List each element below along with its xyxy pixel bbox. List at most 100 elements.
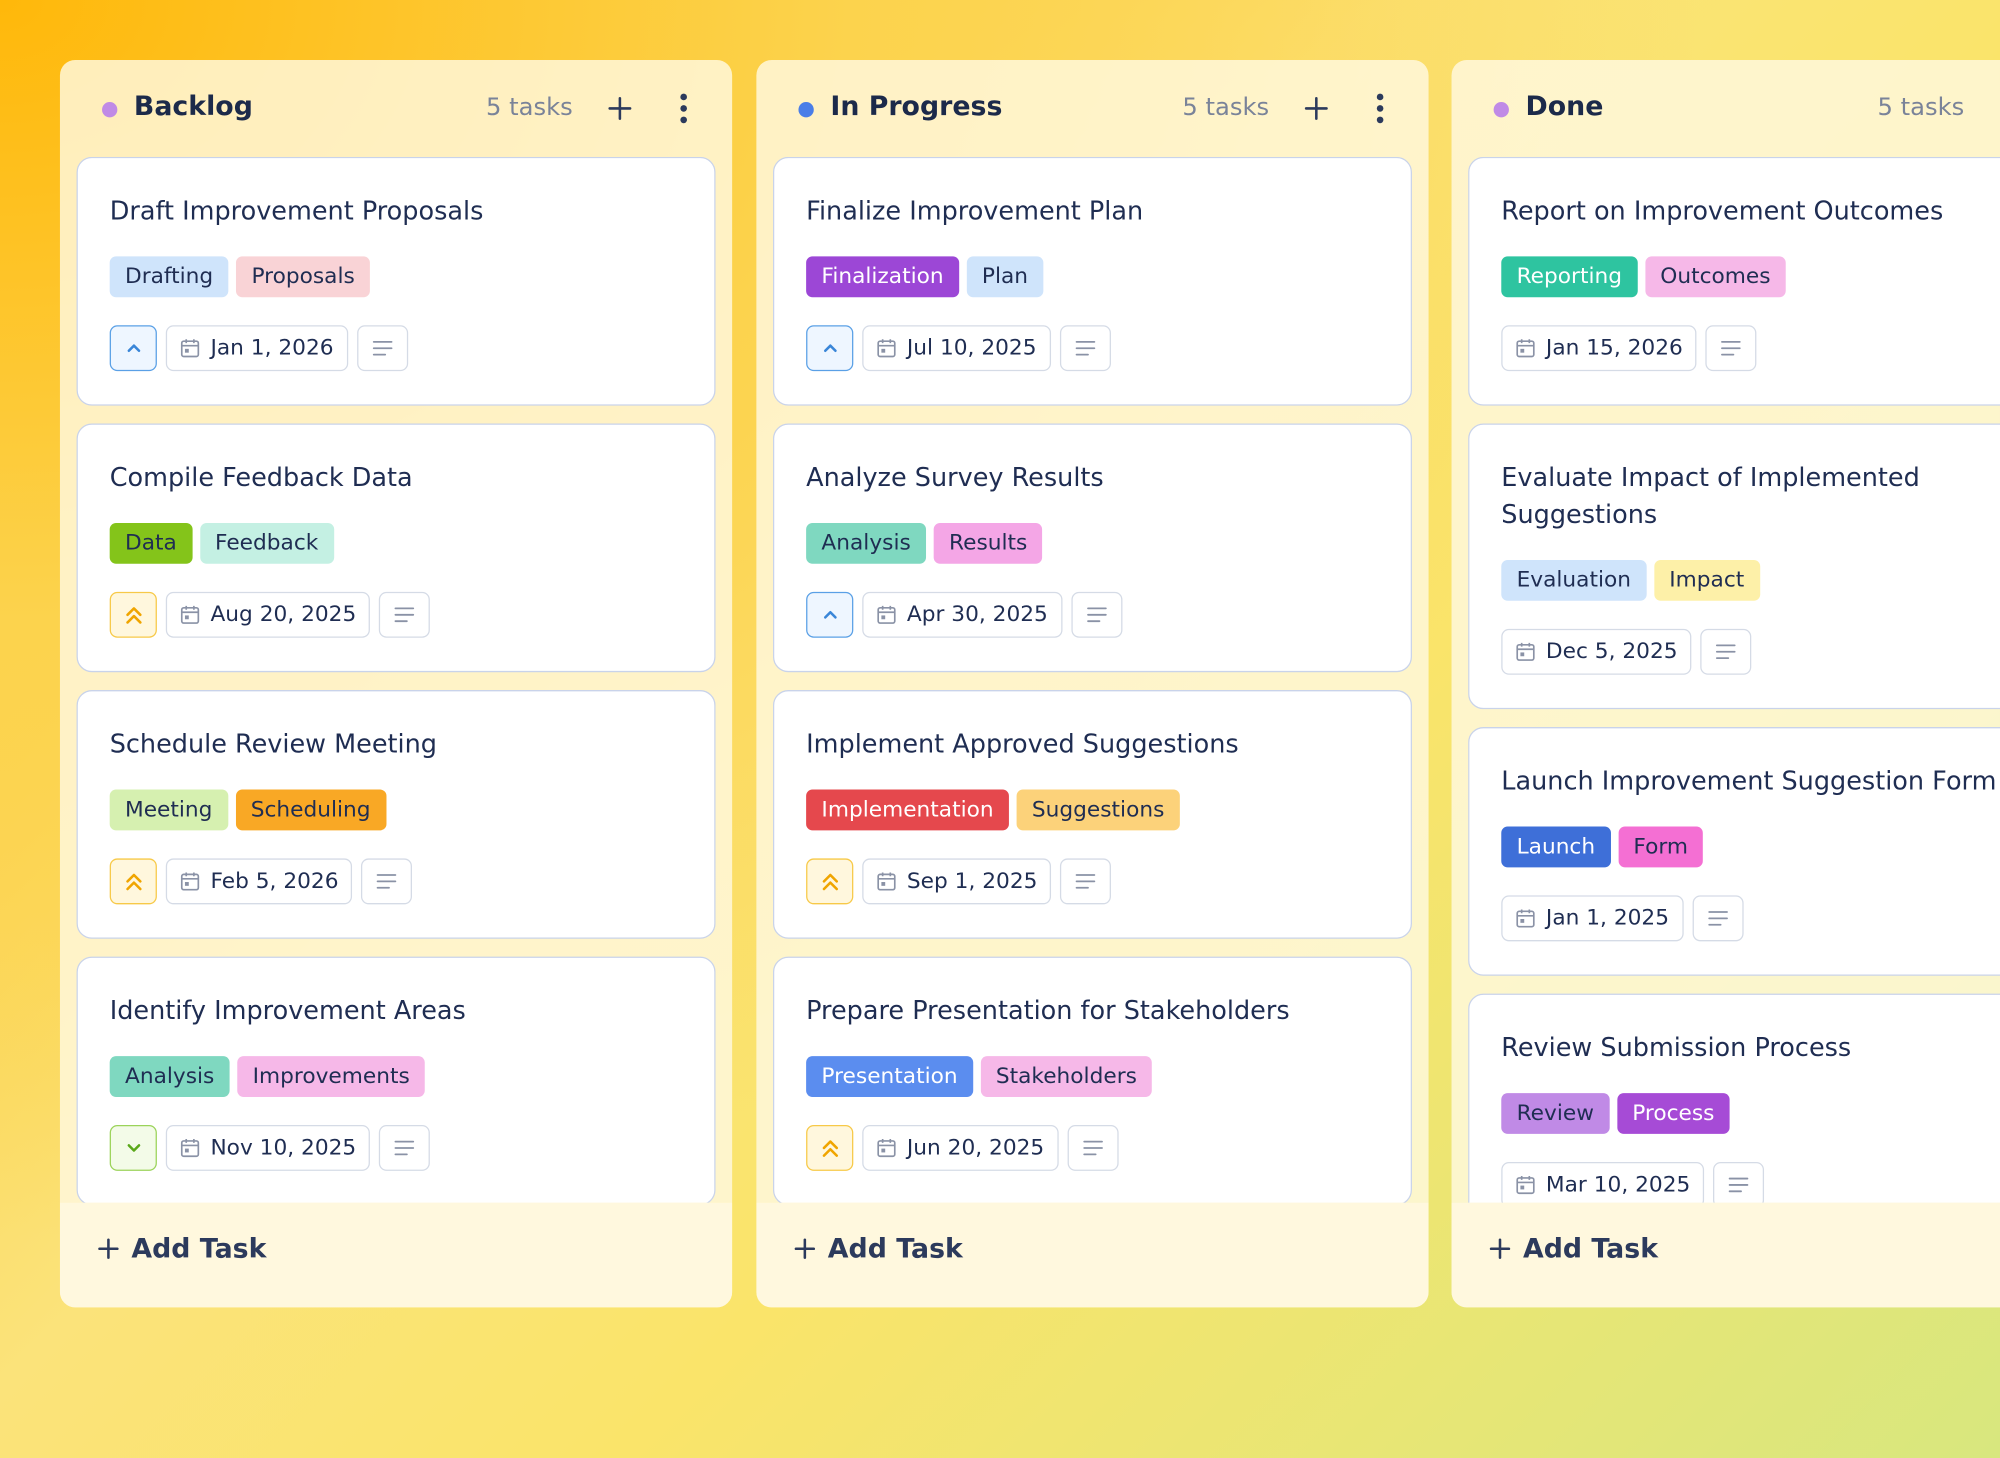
notes-button[interactable] — [1067, 1124, 1119, 1171]
priority-icon — [806, 591, 854, 638]
date-text: Sep 1, 2025 — [906, 868, 1038, 895]
due-date: Dec 5, 2025 — [1501, 628, 1692, 675]
task-title: Evaluate Impact of Implemented Suggestio… — [1501, 461, 1920, 530]
task-card[interactable]: Prepare Presentation for Stakeholders Pre… — [772, 956, 1412, 1203]
add-task-button[interactable]: Add Task — [1487, 1233, 1658, 1264]
card-meta: Mar 10, 2025 — [1501, 1161, 2000, 1203]
task-card[interactable]: Implement Approved Suggestions Implementa… — [772, 690, 1412, 939]
add-task-button[interactable]: Add Task — [792, 1233, 963, 1264]
tag: Process — [1616, 1093, 1730, 1134]
card-list: Report on Improvement Outcomes Reporting O… — [1468, 156, 2000, 1203]
tag: Stakeholders — [980, 1056, 1153, 1097]
task-card[interactable]: Compile Feedback Data Data Feedback Aug 20,… — [76, 423, 716, 673]
task-card[interactable]: Draft Improvement Proposals Drafting Propo… — [76, 156, 716, 406]
calendar-icon — [876, 605, 896, 625]
calendar-icon — [1515, 908, 1535, 928]
card-list: Finalize Improvement Plan Finalization Pla… — [772, 156, 1412, 1203]
task-card[interactable]: Analyze Survey Results Analysis Results Apr… — [772, 423, 1412, 673]
task-card[interactable]: Evaluate Impact of Implemented Suggestio… — [1468, 423, 2000, 710]
notes-button[interactable] — [356, 325, 408, 372]
tag-list: Implementation Suggestions — [806, 789, 1379, 831]
task-card[interactable]: Review Submission Process Review Process Ma… — [1468, 993, 2000, 1203]
notes-button[interactable] — [379, 1124, 431, 1171]
task-title: Review Submission Process — [1501, 1031, 1852, 1063]
task-card[interactable]: Schedule Review Meeting Meeting Scheduling… — [76, 690, 716, 939]
card-meta: Apr 30, 2025 — [806, 591, 1379, 638]
notes-button[interactable] — [1691, 895, 1743, 942]
tag-list: Review Process — [1501, 1093, 2000, 1134]
menu-button[interactable] — [1360, 88, 1401, 129]
card-meta: Jan 1, 2026 — [109, 325, 683, 372]
tag: Implementation — [806, 789, 1009, 831]
tag-list: Evaluation Impact — [1501, 559, 2000, 601]
due-date: Apr 30, 2025 — [862, 591, 1062, 638]
notes-button[interactable] — [1060, 858, 1112, 905]
notes-button[interactable] — [361, 858, 413, 905]
due-date: Mar 10, 2025 — [1501, 1161, 1705, 1203]
due-date: Jan 1, 2026 — [165, 325, 348, 372]
status-dot — [102, 102, 118, 118]
card-meta: Sep 1, 2025 — [806, 858, 1379, 905]
due-date: Sep 1, 2025 — [862, 858, 1052, 905]
calendar-icon — [876, 1138, 896, 1158]
card-meta: Jul 10, 2025 — [806, 325, 1379, 372]
notes-button[interactable] — [1713, 1161, 1765, 1203]
tag: Feedback — [199, 522, 334, 564]
tag: Drafting — [109, 256, 229, 298]
date-text: Aug 20, 2025 — [210, 602, 357, 628]
priority-icon — [806, 1124, 854, 1171]
column: Backlog 5 tasks Draft Improvement Proposal… — [59, 59, 733, 1308]
date-text: Jan 1, 2026 — [210, 335, 334, 361]
notes-button[interactable] — [379, 591, 431, 638]
tag: Launch — [1501, 826, 1611, 868]
menu-button[interactable] — [663, 88, 704, 129]
priority-icon — [109, 1124, 157, 1171]
tag: Outcomes — [1644, 256, 1786, 298]
date-text: Nov 10, 2025 — [210, 1135, 357, 1161]
notes-button[interactable] — [1700, 628, 1752, 675]
tag: Improvements — [237, 1056, 426, 1097]
card-meta: Jan 1, 2025 — [1501, 895, 2000, 942]
tag: Meeting — [109, 789, 228, 831]
date-text: Jun 20, 2025 — [906, 1135, 1045, 1161]
calendar-icon — [1515, 1175, 1535, 1195]
tag: Analysis — [806, 522, 927, 564]
calendar-icon — [180, 338, 200, 358]
task-card[interactable]: Launch Improvement Suggestion Form Launch… — [1468, 727, 2000, 976]
task-card[interactable]: Report on Improvement Outcomes Reporting O… — [1468, 156, 2000, 406]
column-name: In Progress — [830, 90, 1003, 122]
column-footer: Add Task — [59, 1202, 733, 1308]
add-task-button[interactable]: Add Task — [96, 1233, 267, 1264]
calendar-icon — [180, 1138, 200, 1158]
tag: Plan — [966, 256, 1044, 298]
task-card[interactable]: Finalize Improvement Plan Finalization Pla… — [772, 156, 1412, 406]
notes-button[interactable] — [1070, 591, 1122, 638]
tag: Reporting — [1501, 256, 1638, 298]
column-footer: Add Task — [1451, 1202, 2000, 1308]
column-header: Done 5 tasks — [1452, 60, 2000, 157]
plus-icon — [1487, 1236, 1513, 1262]
card-meta: Jun 20, 2025 — [806, 1124, 1379, 1171]
task-count: 5 tasks — [1877, 93, 1965, 122]
tag: Suggestions — [1016, 789, 1180, 831]
column-name: Done — [1525, 90, 1604, 122]
task-card[interactable]: Identify Improvement Areas Analysis Improv… — [76, 956, 716, 1203]
due-date: Jul 10, 2025 — [862, 325, 1051, 372]
add-button[interactable] — [1296, 88, 1337, 129]
notes-button[interactable] — [1059, 325, 1111, 372]
card-meta: Nov 10, 2025 — [109, 1124, 683, 1171]
plus-icon — [96, 1236, 122, 1262]
card-meta: Jan 15, 2026 — [1501, 325, 2000, 372]
add-task-label: Add Task — [827, 1233, 963, 1265]
calendar-icon — [1515, 642, 1535, 662]
tag-list: Finalization Plan — [806, 256, 1379, 298]
notes-button[interactable] — [1705, 325, 1757, 372]
task-title: Schedule Review Meeting — [109, 728, 438, 759]
task-count: 5 tasks — [1182, 93, 1270, 122]
add-button[interactable] — [599, 88, 640, 129]
add-button[interactable] — [1991, 88, 2000, 129]
tag-list: Analysis Improvements — [109, 1056, 683, 1097]
date-text: Mar 10, 2025 — [1545, 1172, 1691, 1198]
tag: Presentation — [806, 1056, 973, 1097]
